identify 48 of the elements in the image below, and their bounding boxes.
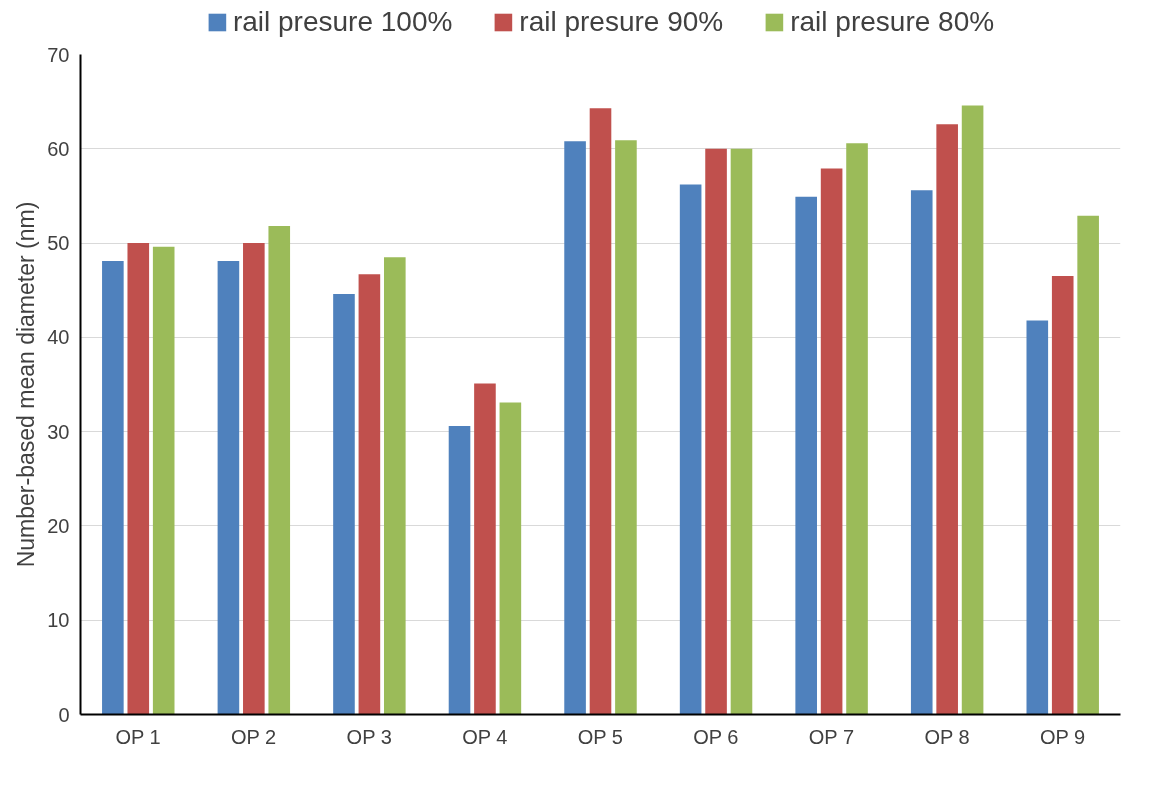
bar xyxy=(474,383,496,715)
x-tick-label: OP 6 xyxy=(693,725,739,748)
bar xyxy=(152,246,175,715)
y-axis-title: Number-based mean diameter (nm) xyxy=(13,201,40,568)
y-tick-label: 60 xyxy=(47,137,70,160)
x-tick-label: OP 5 xyxy=(577,725,623,748)
bar xyxy=(615,140,637,715)
y-tick-label: 20 xyxy=(47,514,70,537)
bar xyxy=(589,108,612,715)
x-tick-label: OP 7 xyxy=(808,725,855,748)
bar xyxy=(268,226,291,715)
bar xyxy=(961,105,984,715)
bar xyxy=(820,168,843,715)
x-tick-label: OP 8 xyxy=(924,725,970,748)
bar xyxy=(910,190,933,715)
bar xyxy=(102,260,124,715)
legend-label: rail presure 90% xyxy=(519,6,724,38)
y-tick-label: 10 xyxy=(47,609,70,632)
legend-label: rail presure 100% xyxy=(232,6,453,38)
bar xyxy=(679,184,702,715)
bar xyxy=(448,425,471,715)
x-tick-label: OP 3 xyxy=(346,725,392,748)
y-tick-label: 70 xyxy=(47,43,70,66)
bar xyxy=(243,243,265,715)
x-tick-label: OP 1 xyxy=(115,725,161,748)
bar xyxy=(846,143,868,715)
y-tick-label: 40 xyxy=(47,326,70,349)
bar xyxy=(333,293,355,715)
y-tick-label: 0 xyxy=(58,703,70,726)
bar xyxy=(564,141,586,715)
legend-label: rail presure 80% xyxy=(790,6,995,38)
bar xyxy=(705,148,727,715)
x-tick-label: OP 2 xyxy=(231,725,277,748)
bar xyxy=(384,257,406,715)
bar xyxy=(1026,320,1049,715)
x-tick-label: OP 9 xyxy=(1039,725,1086,748)
bar xyxy=(1077,215,1099,715)
y-tick-label: 50 xyxy=(47,232,70,255)
bar xyxy=(795,196,817,715)
x-tick-label: OP 4 xyxy=(462,725,508,748)
bar xyxy=(127,243,150,715)
y-tick-label: 30 xyxy=(47,420,70,443)
bar xyxy=(499,402,522,715)
bar xyxy=(730,148,753,715)
bar xyxy=(936,124,958,715)
bar xyxy=(358,274,381,715)
bar xyxy=(217,260,240,715)
bar xyxy=(1051,276,1074,715)
